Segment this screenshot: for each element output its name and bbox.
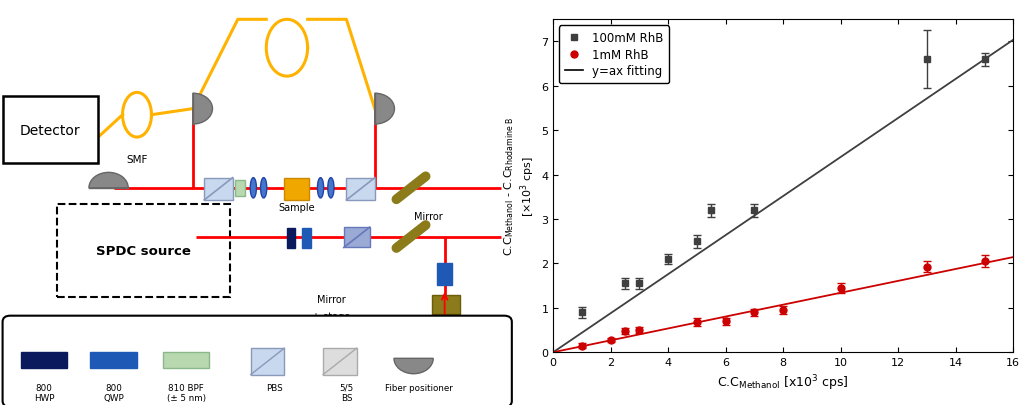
Wedge shape bbox=[394, 358, 433, 374]
Bar bbox=[432, 296, 460, 314]
Text: SMF: SMF bbox=[126, 155, 148, 165]
Bar bbox=[21, 352, 67, 369]
Text: 800
QWP: 800 QWP bbox=[103, 383, 124, 402]
Ellipse shape bbox=[317, 178, 324, 198]
Text: Mirror: Mirror bbox=[414, 212, 443, 222]
Bar bbox=[250, 348, 284, 375]
Bar bbox=[163, 352, 209, 369]
Y-axis label: C.C$_{\mathrm{Methanol}}$ - C.C$_{\mathrm{Rhodamine\ B}}$
[×10$^3$ cps]: C.C$_{\mathrm{Methanol}}$ - C.C$_{\mathr… bbox=[501, 117, 537, 256]
Bar bbox=[236, 181, 245, 196]
Text: Sample: Sample bbox=[278, 202, 315, 213]
Ellipse shape bbox=[250, 178, 256, 198]
Bar bbox=[287, 229, 296, 248]
Bar bbox=[205, 178, 233, 200]
Text: 800
HWP: 800 HWP bbox=[34, 383, 54, 402]
Bar bbox=[346, 178, 375, 200]
Bar bbox=[302, 229, 310, 248]
Wedge shape bbox=[89, 173, 128, 188]
Text: 5/5
BS: 5/5 BS bbox=[339, 383, 354, 402]
Wedge shape bbox=[374, 94, 395, 125]
Text: + stage: + stage bbox=[312, 311, 349, 321]
Ellipse shape bbox=[261, 178, 267, 198]
FancyBboxPatch shape bbox=[2, 97, 98, 164]
Bar bbox=[323, 348, 357, 375]
Ellipse shape bbox=[328, 178, 334, 198]
FancyBboxPatch shape bbox=[57, 205, 230, 298]
Bar bbox=[343, 228, 370, 248]
Text: Fiber positioner: Fiber positioner bbox=[385, 383, 453, 392]
Legend: 100mM RhB, 1mM RhB, y=ax fitting: 100mM RhB, 1mM RhB, y=ax fitting bbox=[559, 26, 669, 84]
Text: Mirror: Mirror bbox=[316, 295, 345, 305]
Text: Detector: Detector bbox=[20, 124, 81, 138]
Bar bbox=[91, 352, 136, 369]
Text: PBS: PBS bbox=[266, 383, 282, 392]
Bar bbox=[284, 178, 309, 200]
Text: SPDC source: SPDC source bbox=[96, 245, 190, 258]
X-axis label: C.C$_{\mathrm{Methanol}}$ [x10$^3$ cps]: C.C$_{\mathrm{Methanol}}$ [x10$^3$ cps] bbox=[718, 373, 849, 392]
Text: 810 BPF
(± 5 nm): 810 BPF (± 5 nm) bbox=[166, 383, 206, 402]
Wedge shape bbox=[192, 94, 213, 125]
Bar bbox=[436, 263, 453, 286]
FancyBboxPatch shape bbox=[3, 316, 512, 405]
